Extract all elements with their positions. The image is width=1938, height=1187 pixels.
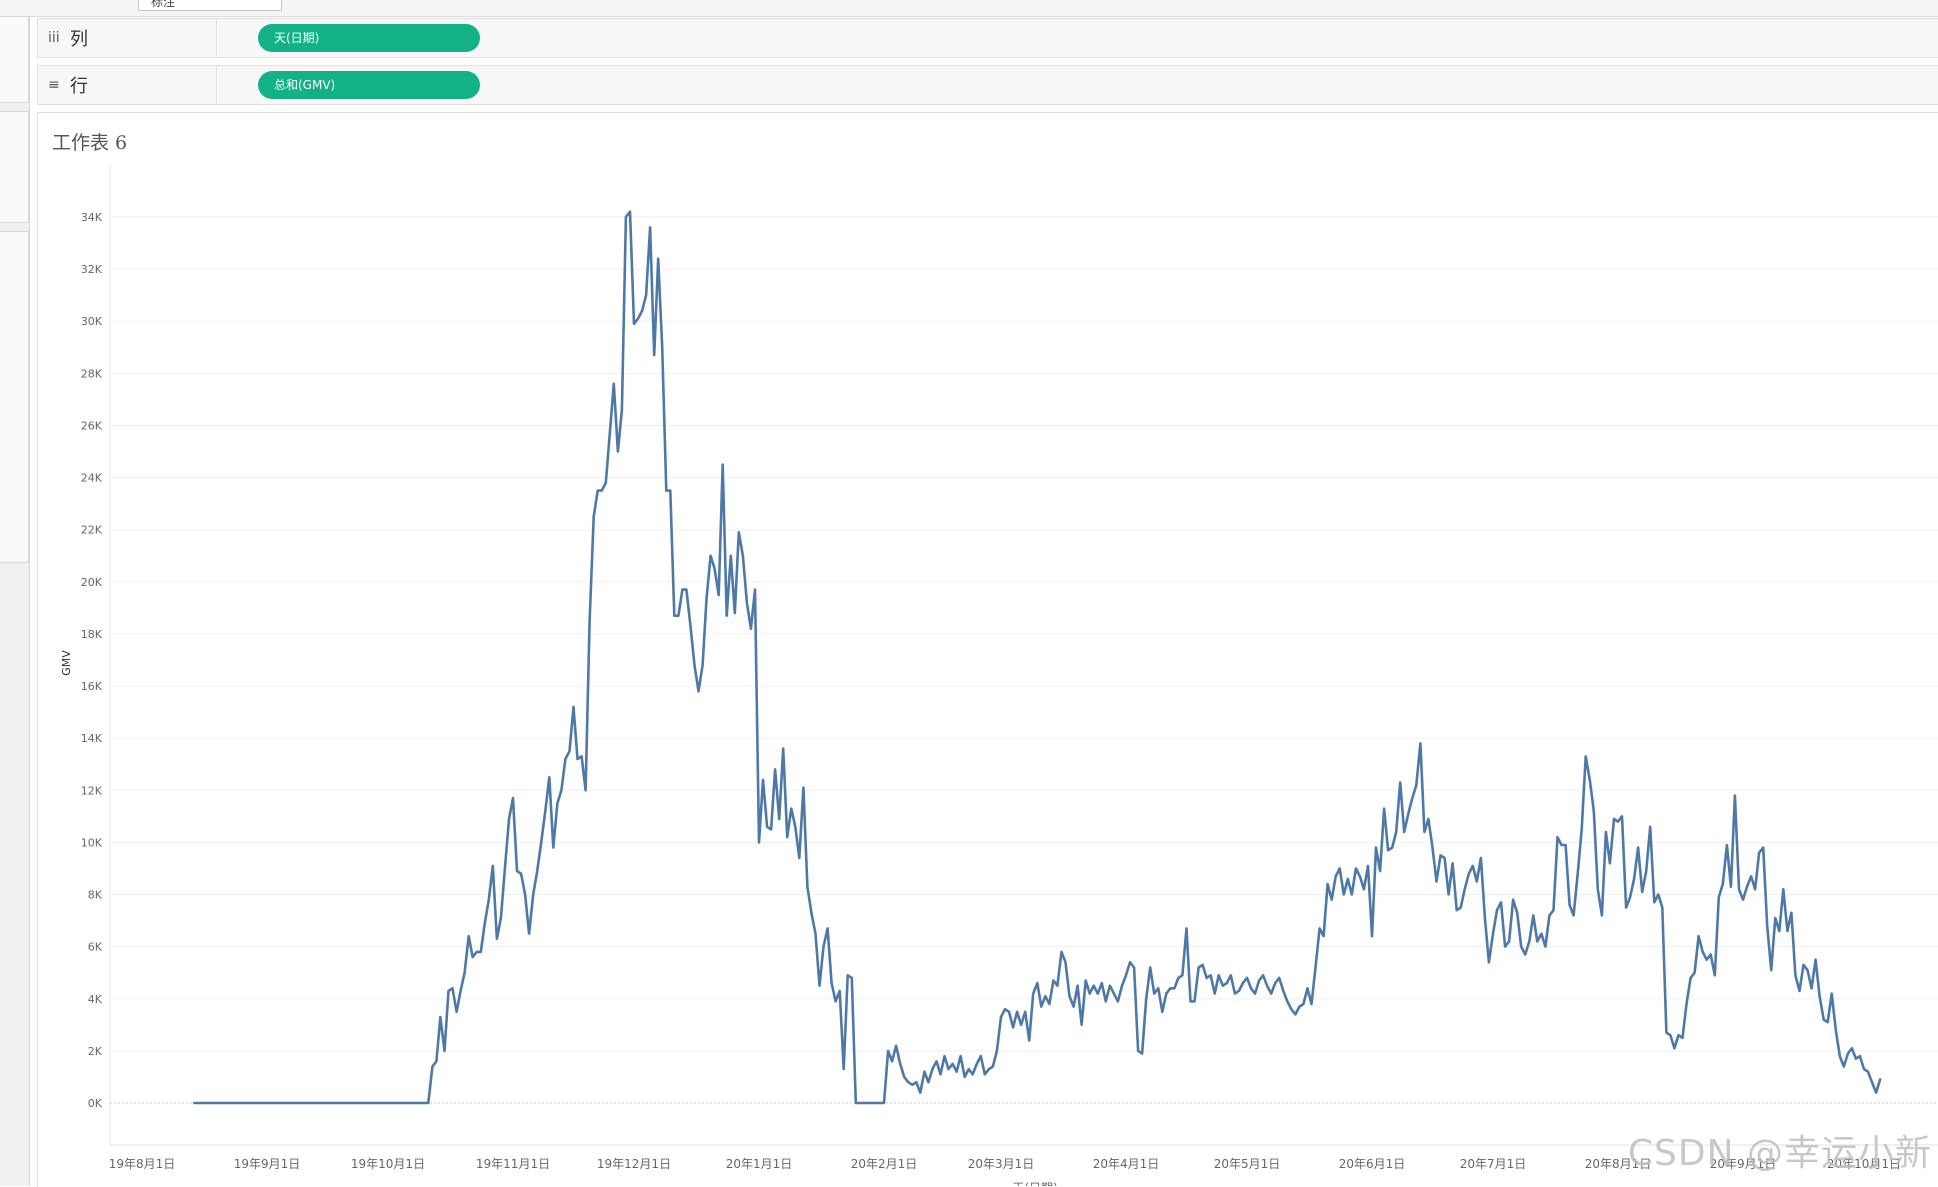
y-tick-label: 16K xyxy=(81,680,103,693)
y-tick-label: 2K xyxy=(88,1045,103,1058)
x-tick-label: 19年8月1日 xyxy=(109,1157,176,1171)
y-tick-label: 20K xyxy=(81,576,103,589)
worksheet-view xyxy=(37,112,1938,1187)
columns-pill-date[interactable]: 天(日期) xyxy=(258,24,480,52)
y-tick-label: 18K xyxy=(81,628,103,641)
side-panel-card xyxy=(0,111,29,223)
x-tick-label: 19年12月1日 xyxy=(597,1157,671,1171)
x-tick-label: 19年10月1日 xyxy=(351,1157,425,1171)
columns-shelf-label: iii 列 xyxy=(38,19,217,57)
y-tick-label: 10K xyxy=(81,836,103,849)
y-tick-label: 30K xyxy=(81,315,103,328)
series-layer xyxy=(193,210,1882,1105)
side-panel-card xyxy=(0,231,29,563)
x-tick-label: 20年2月1日 xyxy=(851,1157,918,1171)
x-tick-label: 20年7月1日 xyxy=(1460,1157,1527,1171)
x-tick-label: 20年4月1日 xyxy=(1093,1157,1160,1171)
sheet-title: 工作表 6 xyxy=(52,132,128,154)
y-tick-label: 34K xyxy=(81,211,103,224)
top-toolbar: 标注 xyxy=(0,0,1938,17)
x-axis-title: 天(日期) xyxy=(1012,1181,1057,1186)
x-tick-label: 20年6月1日 xyxy=(1339,1157,1406,1171)
y-tick-label: 26K xyxy=(81,419,103,432)
columns-label: 列 xyxy=(70,29,88,50)
rows-shelf[interactable]: ≡ 行 总和(GMV) xyxy=(37,65,1938,105)
y-tick-label: 12K xyxy=(81,784,103,797)
x-tick-label: 19年11月1日 xyxy=(476,1157,550,1171)
rows-label: 行 xyxy=(70,76,88,97)
y-tick-label: 24K xyxy=(81,472,103,485)
x-tick-label: 20年5月1日 xyxy=(1214,1157,1281,1171)
columns-shelf[interactable]: iii 列 天(日期) xyxy=(37,18,1938,58)
columns-icon: iii xyxy=(48,30,60,46)
x-tick-label: 20年8月1日 xyxy=(1585,1157,1652,1171)
marks-type-select[interactable]: 标注 xyxy=(138,0,282,11)
y-tick-label: 6K xyxy=(88,941,103,954)
x-tick-label: 20年1月1日 xyxy=(726,1157,793,1171)
y-tick-label: 0K xyxy=(88,1097,103,1110)
side-panel-card xyxy=(0,16,29,103)
x-tick-label: 20年3月1日 xyxy=(968,1157,1035,1171)
y-tick-label: 28K xyxy=(81,367,103,380)
gmv-series-line[interactable] xyxy=(193,210,1882,1105)
x-tick-label: 20年10月1日 xyxy=(1827,1157,1901,1171)
rows-icon: ≡ xyxy=(48,77,60,93)
y-tick-label: 14K xyxy=(81,732,103,745)
left-side-panel xyxy=(0,16,30,1186)
grid-lines xyxy=(110,216,1938,1104)
rows-shelf-label: ≡ 行 xyxy=(38,66,217,104)
y-tick-label: 8K xyxy=(88,889,103,902)
x-tick-label: 19年9月1日 xyxy=(234,1157,301,1171)
y-axis-title: GMV xyxy=(60,650,73,676)
rows-pill-gmv[interactable]: 总和(GMV) xyxy=(258,71,480,99)
y-tick-label: 22K xyxy=(81,524,103,537)
x-tick-label: 20年9月1日 xyxy=(1710,1157,1777,1171)
y-tick-label: 32K xyxy=(81,263,103,276)
axes: 0K 2K 4K 6K 8K 10K 12K 14K 16K 18K 20K 22K 24K 26K 28K… xyxy=(60,165,1938,1186)
y-tick-label: 4K xyxy=(88,993,103,1006)
csdn-watermark: CSDN @幸运小新 xyxy=(1627,1133,1932,1174)
